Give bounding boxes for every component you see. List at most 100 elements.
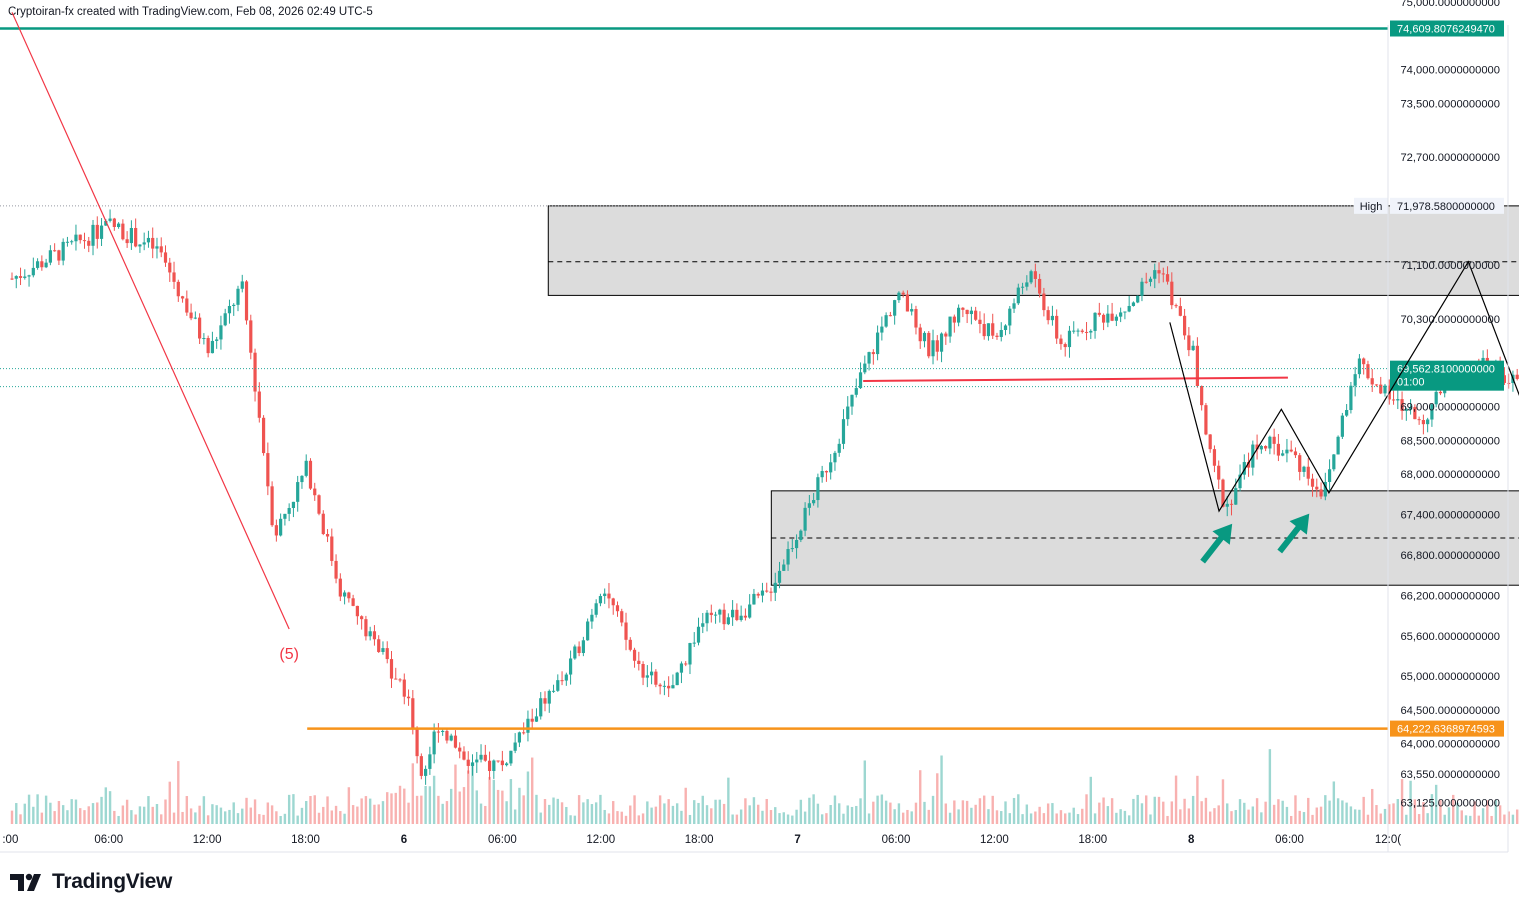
price-tick-label: 68,500.0000000000 (1400, 435, 1500, 447)
candle-body (918, 327, 922, 342)
candle-body (1123, 311, 1127, 313)
volume-bar (616, 811, 619, 824)
volume-bar (761, 810, 764, 824)
candle-body (432, 731, 436, 755)
volume-bar (513, 809, 517, 824)
candle-body (598, 596, 603, 604)
volume-bar (100, 796, 103, 824)
volume-bar (1345, 802, 1348, 824)
candle-body (466, 759, 470, 766)
candle-body (219, 325, 223, 340)
volume-bar (1473, 801, 1476, 824)
volume-bar (1064, 813, 1067, 824)
candle-body (1507, 382, 1511, 384)
candle-body (568, 658, 573, 675)
candle-body (134, 228, 138, 247)
volume-bar (1174, 775, 1178, 824)
candle-body (1046, 310, 1050, 321)
candle-body (684, 663, 688, 665)
candle-body (641, 664, 645, 678)
candle-body (470, 762, 475, 766)
candle-body (812, 500, 816, 504)
candle-body (931, 340, 935, 357)
upper-level-tag (1390, 20, 1504, 37)
volume-bar (1255, 798, 1259, 824)
candle-body (1072, 330, 1076, 332)
volume-bar (57, 801, 61, 824)
price-tick-label: 66,800.0000000000 (1400, 550, 1500, 562)
volume-bar (548, 804, 551, 824)
candle-body (837, 443, 841, 453)
current-price-tag (1390, 360, 1504, 391)
candle-body (236, 288, 240, 305)
candle-body (671, 685, 675, 689)
candle-body (991, 323, 995, 336)
volume-bar (1503, 814, 1506, 824)
candle-body (1187, 335, 1191, 351)
volume-bar (117, 815, 120, 824)
volume-bar (543, 799, 547, 824)
volume-bar (624, 815, 628, 824)
candle-body (372, 631, 377, 640)
tradingview-logo[interactable]: TradingView (10, 870, 172, 894)
volume-bar (774, 807, 777, 824)
candle-body (121, 223, 125, 240)
volume-bar (552, 797, 555, 824)
candle-body (1276, 443, 1281, 456)
candle-body (1195, 345, 1199, 387)
volume-bar (266, 802, 270, 824)
candle-body (897, 292, 901, 301)
volume-bar (850, 806, 854, 824)
candle-body (982, 323, 986, 337)
volume-bar (808, 797, 811, 824)
candle-body (1502, 375, 1506, 383)
volume-bar (454, 764, 457, 824)
volume-bar (1162, 801, 1165, 824)
candle-body (1340, 415, 1344, 437)
time-tick-label: 06:00 (1275, 834, 1304, 846)
candle-body (1097, 312, 1101, 315)
volume-bar (492, 779, 496, 824)
candle-body (419, 756, 423, 776)
candle-body (176, 281, 180, 297)
lower-level-label: 64,222.6368974593 (1397, 724, 1495, 736)
candle-body (905, 294, 910, 312)
volume-bar (791, 815, 794, 824)
candle-body (1003, 325, 1008, 331)
candle-body (965, 309, 969, 315)
candle-body (999, 330, 1003, 337)
volume-bar (1140, 803, 1144, 824)
volume-bar (91, 803, 95, 824)
candle-body (91, 224, 95, 246)
candle-body (1016, 287, 1020, 304)
volume-bar (833, 795, 837, 824)
volume-bar (1102, 797, 1105, 824)
volume-bar (1417, 814, 1421, 824)
candle-body (756, 593, 760, 596)
volume-bar (650, 807, 653, 824)
volume-bar (245, 797, 248, 824)
volume-bar (936, 773, 939, 824)
volume-bar (1157, 796, 1161, 824)
volume-bar (1123, 810, 1127, 824)
candle-body (1033, 271, 1037, 279)
trend-line (11, 12, 290, 630)
candle-body (198, 317, 202, 339)
candle-body (35, 261, 40, 268)
volume-bar (296, 815, 299, 824)
candle-body (274, 525, 278, 536)
volume-bar (138, 806, 142, 824)
volume-bar (420, 795, 423, 824)
price-tick-label: 70,300.0000000000 (1400, 314, 1500, 326)
price-tick-label: 65,600.0000000000 (1400, 631, 1500, 643)
volume-bar (1315, 807, 1318, 824)
volume-bar (620, 811, 623, 824)
volume-bar (53, 811, 56, 824)
price-tick-label: 63,125.0000000000 (1400, 798, 1500, 810)
volume-bar (1469, 815, 1472, 824)
volume-bar (15, 803, 18, 824)
candle-body (227, 305, 232, 314)
volume-bar (1153, 796, 1156, 824)
